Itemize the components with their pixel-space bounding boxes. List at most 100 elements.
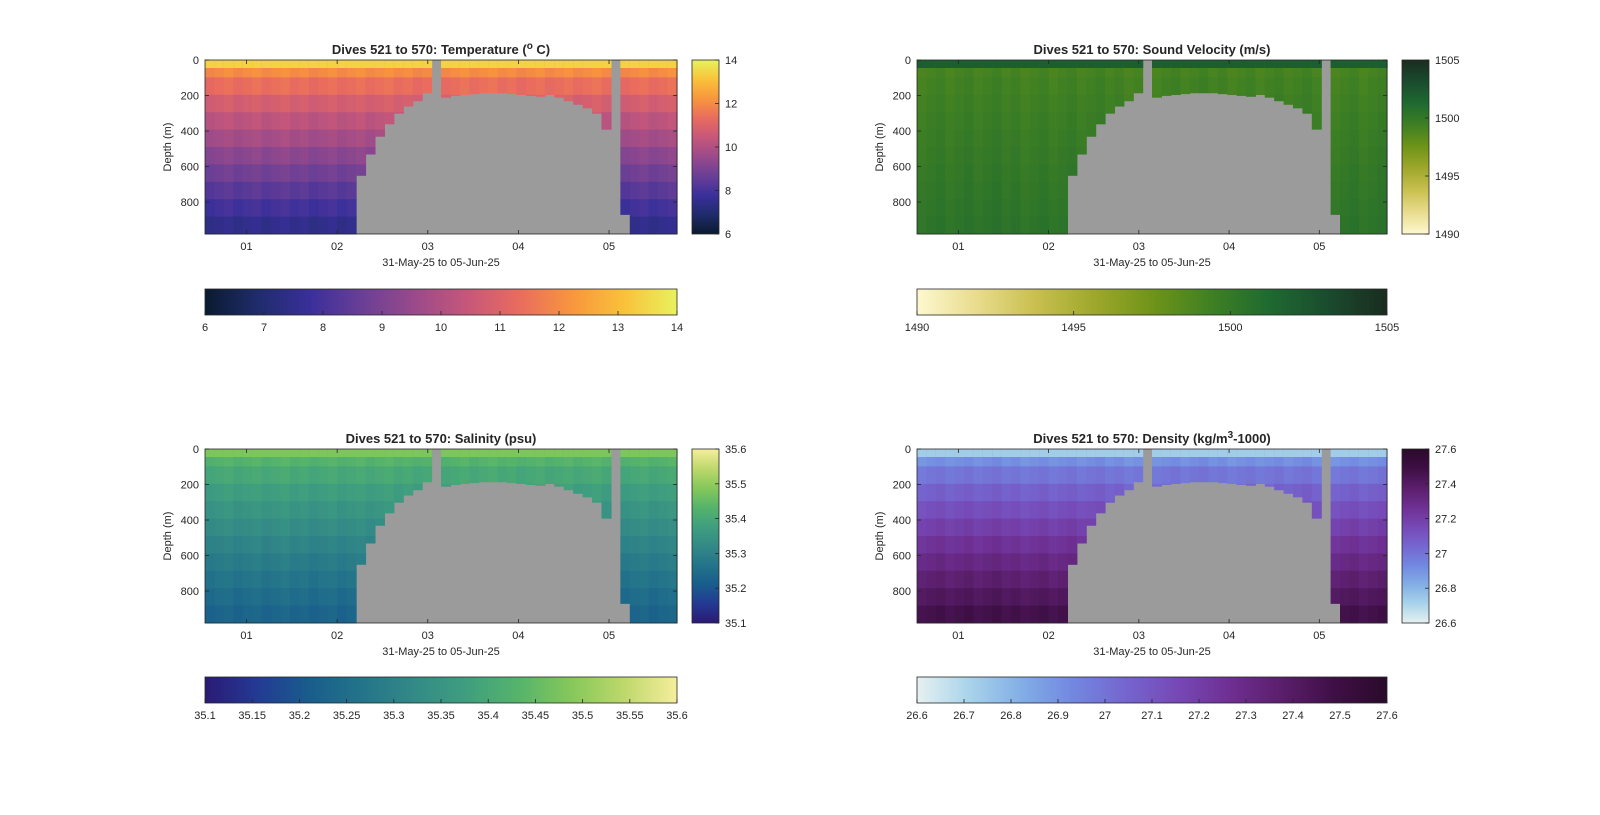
data-cell [337, 449, 348, 467]
data-cell [393, 483, 404, 502]
surface-cell [337, 60, 348, 68]
surface-cell [365, 449, 376, 457]
data-cell [1274, 483, 1285, 491]
data-cell [926, 60, 937, 78]
data-cell [1368, 129, 1379, 148]
data-cell [1377, 216, 1388, 235]
data-cell [346, 466, 357, 485]
data-cell [261, 536, 272, 554]
surface-cell [629, 449, 640, 457]
data-cell [346, 449, 357, 467]
data-cell [1039, 466, 1050, 485]
colorbar-tick-label: 1500 [1218, 322, 1242, 334]
data-cell [1048, 483, 1059, 502]
data-cell [289, 181, 300, 200]
data-cell [1086, 518, 1097, 526]
surface-cell [403, 449, 414, 457]
chart-title-superscript: o [527, 41, 533, 52]
data-cell [648, 518, 659, 537]
data-cell [289, 216, 300, 235]
data-cell [935, 588, 946, 606]
data-cell [1029, 518, 1040, 537]
surface-cell [667, 60, 678, 68]
colorbar-tick-label: 35.3 [725, 548, 746, 560]
data-cell [667, 181, 678, 200]
data-cell [280, 112, 291, 130]
data-cell [1377, 129, 1388, 148]
data-cell [365, 94, 376, 113]
data-cell [1001, 199, 1012, 217]
y-tick-label: 600 [181, 162, 199, 174]
data-cell [1029, 112, 1040, 130]
data-cell [620, 147, 631, 165]
data-cell [667, 77, 678, 96]
data-cell [261, 518, 272, 537]
data-cell [356, 112, 367, 130]
colorbar-tick-label: 10 [725, 142, 737, 154]
data-cell [1020, 216, 1031, 235]
surface-cell [393, 449, 404, 457]
surface-cell [469, 449, 480, 457]
data-cell [648, 112, 659, 130]
data-cell [252, 94, 263, 113]
data-cell [280, 181, 291, 200]
data-cell [412, 466, 423, 485]
data-cell [1293, 77, 1303, 96]
data-cell [525, 466, 536, 485]
data-cell [1011, 216, 1021, 235]
data-cell [1114, 94, 1125, 107]
data-cell [1086, 449, 1097, 467]
data-cell [1058, 483, 1068, 502]
data-cell [639, 181, 650, 200]
data-cell [1330, 94, 1341, 113]
data-cell [214, 77, 225, 96]
data-cell [1011, 94, 1021, 113]
data-cell [629, 518, 640, 537]
data-cell [964, 588, 974, 606]
data-cell [1039, 216, 1050, 235]
data-cell [1039, 605, 1050, 624]
data-cell [954, 570, 965, 589]
data-cell [337, 605, 348, 624]
data-cell [327, 518, 338, 537]
data-cell [1368, 94, 1379, 113]
data-cell [252, 60, 263, 78]
data-cell [308, 147, 319, 165]
data-cell [1330, 181, 1341, 200]
data-cell [1058, 77, 1068, 96]
data-cell [1340, 60, 1350, 78]
data-cell [982, 77, 993, 96]
y-tick-label: 600 [893, 551, 911, 563]
data-cell [1377, 112, 1388, 130]
data-cell [261, 501, 272, 519]
axes-frame [916, 448, 1388, 624]
colorbar-tick-label: 1495 [1061, 322, 1085, 334]
data-cell [1340, 164, 1350, 183]
data-cell [1058, 129, 1068, 148]
data-cell [945, 536, 956, 554]
data-cell [973, 570, 984, 589]
data-cell [1086, 60, 1097, 78]
data-cell [973, 60, 984, 78]
surface-cell [365, 60, 376, 68]
colorbar-tick-label: 35.55 [616, 710, 644, 722]
data-cell [945, 466, 956, 485]
y-tick-label: 400 [181, 126, 199, 138]
axes-frame [204, 448, 678, 624]
data-cell [299, 553, 310, 572]
data-cell [973, 129, 984, 148]
data-cell [648, 216, 659, 235]
data-cell [648, 501, 659, 519]
data-cell [1199, 466, 1209, 483]
data-cell [1095, 60, 1106, 78]
data-cell [318, 129, 329, 148]
data-cell [1349, 518, 1360, 537]
data-cell [964, 77, 974, 96]
data-cell [337, 77, 348, 96]
colorbar-tick-label: 13 [612, 322, 624, 334]
data-cell [337, 536, 348, 554]
data-cell [1105, 501, 1115, 503]
data-cell [573, 60, 584, 78]
surface-cell [1302, 449, 1313, 457]
data-cell [261, 216, 272, 235]
